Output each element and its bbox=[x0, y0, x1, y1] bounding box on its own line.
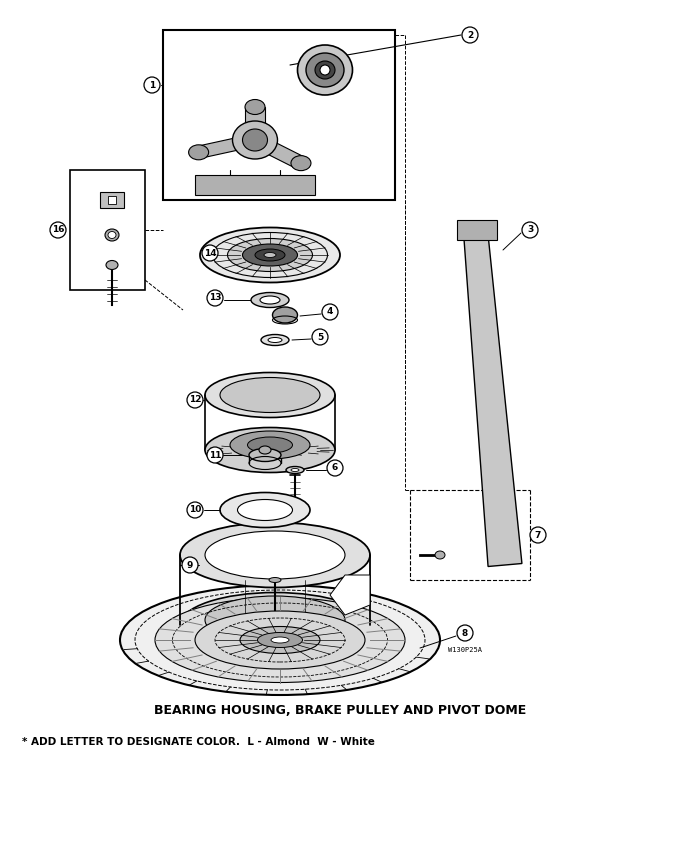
Ellipse shape bbox=[435, 551, 445, 559]
Ellipse shape bbox=[200, 227, 340, 283]
Text: 10: 10 bbox=[189, 505, 201, 515]
Text: 4: 4 bbox=[327, 308, 333, 316]
Bar bbox=[108, 196, 116, 204]
Circle shape bbox=[144, 77, 160, 93]
Ellipse shape bbox=[306, 53, 344, 87]
Circle shape bbox=[182, 557, 198, 573]
Ellipse shape bbox=[105, 229, 119, 241]
Ellipse shape bbox=[205, 531, 345, 579]
Circle shape bbox=[50, 222, 66, 238]
Circle shape bbox=[202, 245, 218, 261]
Ellipse shape bbox=[240, 626, 320, 653]
Circle shape bbox=[462, 27, 478, 43]
Polygon shape bbox=[245, 107, 265, 140]
Ellipse shape bbox=[237, 499, 292, 521]
Text: 2: 2 bbox=[467, 31, 473, 39]
Ellipse shape bbox=[251, 292, 289, 308]
Ellipse shape bbox=[195, 611, 365, 669]
Ellipse shape bbox=[243, 129, 267, 151]
Bar bbox=[195, 175, 315, 195]
Bar bbox=[457, 220, 497, 240]
Circle shape bbox=[457, 625, 473, 641]
Text: 13: 13 bbox=[209, 293, 221, 302]
Ellipse shape bbox=[264, 252, 276, 257]
Ellipse shape bbox=[155, 597, 405, 682]
Ellipse shape bbox=[243, 244, 298, 266]
Text: 16: 16 bbox=[52, 226, 64, 234]
Ellipse shape bbox=[120, 585, 440, 695]
Circle shape bbox=[207, 447, 223, 463]
Ellipse shape bbox=[315, 61, 335, 79]
Bar bbox=[70, 170, 145, 290]
Ellipse shape bbox=[255, 249, 285, 261]
Ellipse shape bbox=[286, 467, 304, 474]
Text: 8: 8 bbox=[462, 629, 468, 637]
Circle shape bbox=[320, 65, 330, 75]
Ellipse shape bbox=[261, 335, 289, 346]
Ellipse shape bbox=[258, 632, 303, 648]
Ellipse shape bbox=[298, 45, 352, 95]
Text: 6: 6 bbox=[332, 463, 338, 473]
Ellipse shape bbox=[268, 337, 282, 343]
Ellipse shape bbox=[205, 428, 335, 473]
Ellipse shape bbox=[180, 522, 370, 588]
Ellipse shape bbox=[230, 431, 310, 459]
Circle shape bbox=[187, 392, 203, 408]
Text: 9: 9 bbox=[187, 561, 193, 569]
Ellipse shape bbox=[249, 448, 281, 462]
Circle shape bbox=[207, 290, 223, 306]
Ellipse shape bbox=[188, 145, 209, 160]
Circle shape bbox=[322, 304, 338, 320]
Circle shape bbox=[522, 222, 538, 238]
Ellipse shape bbox=[248, 437, 292, 453]
Polygon shape bbox=[195, 135, 258, 158]
Text: 3: 3 bbox=[527, 226, 533, 234]
Circle shape bbox=[530, 527, 546, 543]
Text: BEARING HOUSING, BRAKE PULLEY AND PIVOT DOME: BEARING HOUSING, BRAKE PULLEY AND PIVOT … bbox=[154, 704, 526, 717]
Ellipse shape bbox=[273, 307, 298, 323]
Text: * ADD LETTER TO DESIGNATE COLOR.  L - Almond  W - White: * ADD LETTER TO DESIGNATE COLOR. L - Alm… bbox=[22, 737, 375, 747]
Ellipse shape bbox=[220, 377, 320, 412]
Ellipse shape bbox=[271, 637, 289, 643]
Text: 5: 5 bbox=[317, 332, 323, 342]
Ellipse shape bbox=[205, 596, 345, 644]
Ellipse shape bbox=[180, 592, 370, 658]
Text: 7: 7 bbox=[534, 531, 541, 539]
Text: W130P25A: W130P25A bbox=[448, 647, 482, 653]
Ellipse shape bbox=[106, 261, 118, 269]
Ellipse shape bbox=[205, 372, 335, 417]
Bar bbox=[100, 192, 124, 208]
Circle shape bbox=[187, 502, 203, 518]
Ellipse shape bbox=[259, 446, 271, 454]
Bar bbox=[163, 30, 395, 200]
Circle shape bbox=[312, 329, 328, 345]
Circle shape bbox=[327, 460, 343, 476]
Ellipse shape bbox=[291, 469, 299, 471]
Ellipse shape bbox=[260, 296, 280, 304]
Ellipse shape bbox=[291, 156, 311, 170]
Text: 1: 1 bbox=[149, 80, 155, 89]
Polygon shape bbox=[463, 224, 522, 567]
Text: 12: 12 bbox=[189, 395, 201, 405]
Ellipse shape bbox=[245, 100, 265, 114]
Text: 14: 14 bbox=[204, 249, 216, 257]
Ellipse shape bbox=[233, 121, 277, 159]
Ellipse shape bbox=[108, 232, 116, 239]
Ellipse shape bbox=[220, 492, 310, 527]
Polygon shape bbox=[249, 135, 307, 168]
Ellipse shape bbox=[228, 239, 313, 272]
Text: 11: 11 bbox=[209, 451, 221, 459]
Polygon shape bbox=[330, 575, 370, 615]
Ellipse shape bbox=[269, 578, 281, 583]
